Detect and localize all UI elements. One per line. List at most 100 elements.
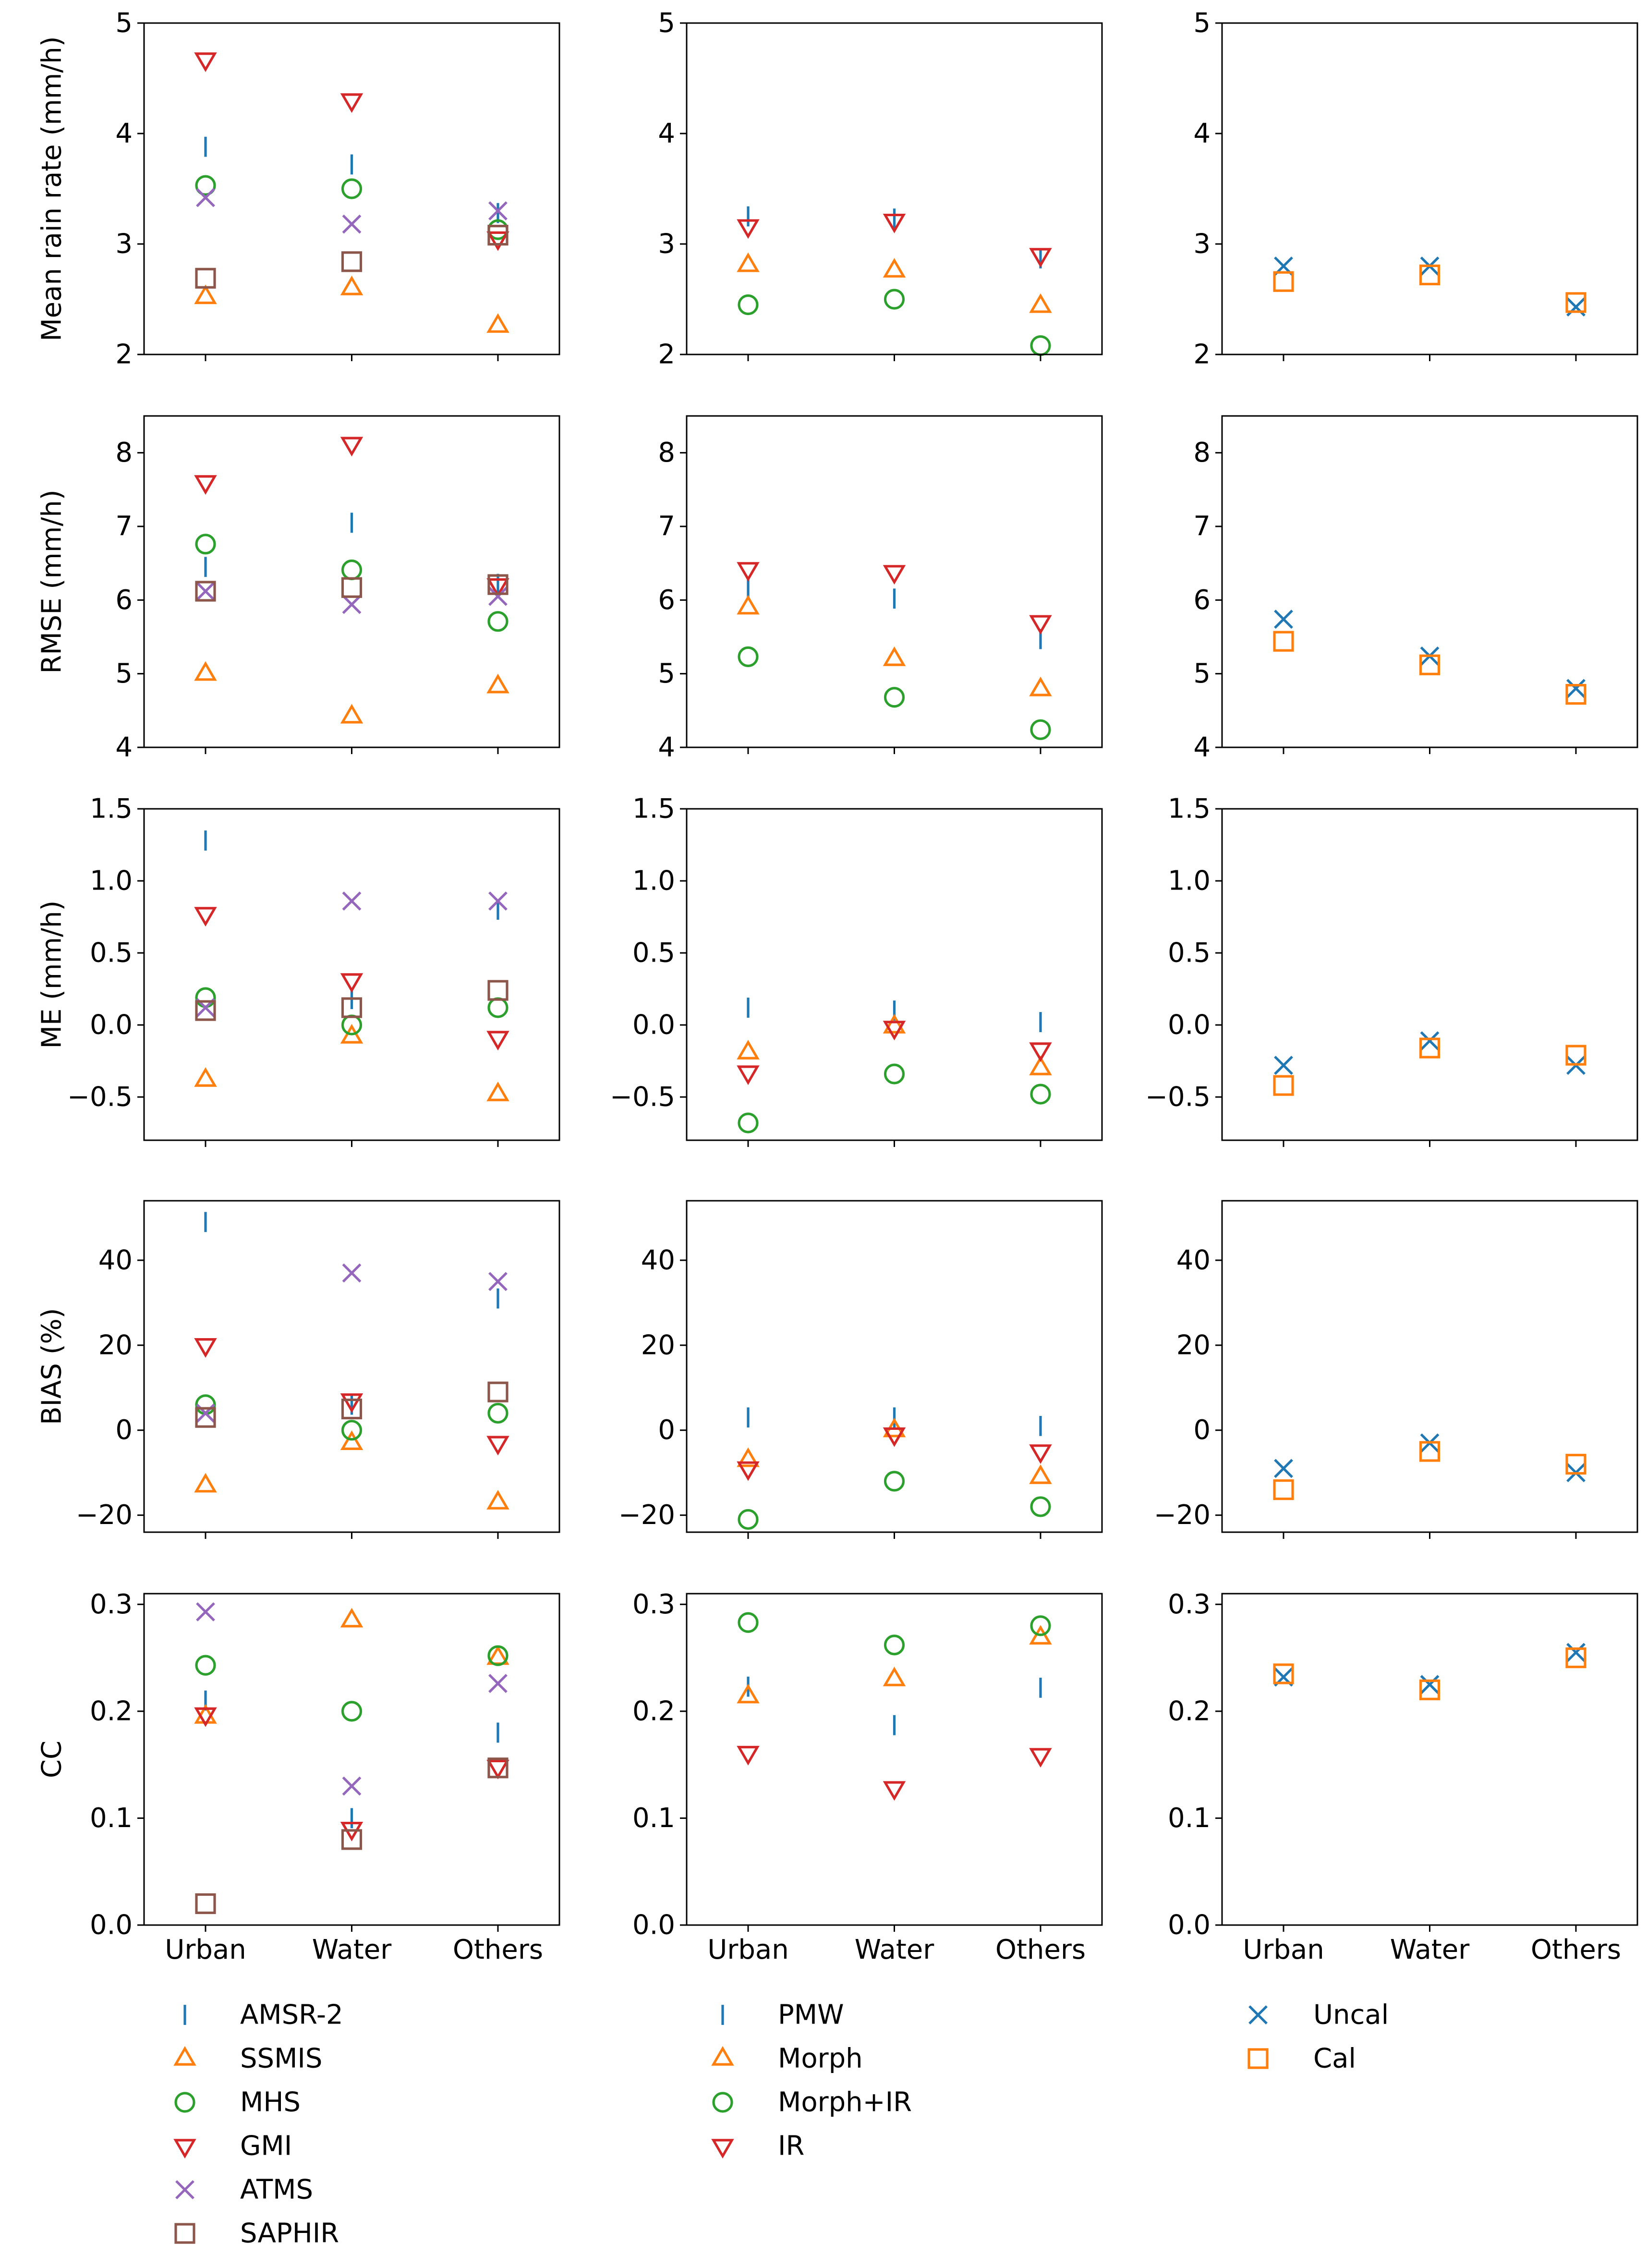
subplot-p32: −20 0 20 40 [1154, 1200, 1638, 1539]
data-point-ir-others [1029, 1444, 1052, 1464]
y-tick-label: 0.3 [1168, 1589, 1211, 1620]
legend-marker-morph [711, 2046, 734, 2066]
y-tick-label: 20 [98, 1329, 133, 1361]
data-point-morph-urban [737, 1039, 760, 1060]
y-tick-label: 20 [1176, 1329, 1211, 1361]
data-point-gmi-others [486, 1436, 509, 1456]
y-tick-label: 7 [1193, 511, 1211, 542]
series-saphir [195, 225, 509, 289]
y-tick-label: 5 [115, 658, 133, 689]
data-point-cal-others [1565, 683, 1586, 705]
data-point-ir-water [883, 565, 906, 585]
series-ir [737, 1427, 1052, 1481]
data-point-gmi-water [340, 1393, 363, 1413]
y-tick-label: 5 [1193, 658, 1211, 689]
y-tick-label: −20 [76, 1500, 133, 1531]
y-tick-label: 0.3 [90, 1589, 133, 1620]
data-point-morph-ir-urban [738, 1509, 759, 1530]
series-pmw [747, 579, 1042, 649]
series-mhs [195, 534, 509, 632]
data-point-morph-ir-urban [738, 1112, 759, 1134]
y-tick-label: 1.5 [1168, 793, 1211, 825]
data-point-mhs-water [341, 1701, 363, 1722]
y-tick-label: 8 [658, 437, 675, 468]
series-gmi [194, 52, 509, 251]
y-tick-label: 6 [658, 585, 675, 616]
series-cal [1273, 1441, 1586, 1500]
subplot-p02: 2 3 4 5 [1193, 8, 1638, 370]
data-point-ssmis-urban [194, 1067, 217, 1087]
data-point-saphir-water [341, 1398, 363, 1420]
series-saphir [195, 1381, 509, 1428]
y-tick-label: 5 [115, 8, 133, 39]
data-point-mhs-urban [195, 534, 216, 555]
data-point-ir-urban [737, 1065, 760, 1085]
data-point-ssmis-urban [194, 284, 217, 305]
series-morph [737, 1013, 1052, 1075]
data-point-ir-others [1029, 1042, 1052, 1062]
y-tick-label: 0.2 [90, 1695, 133, 1727]
legend-marker-uncal [1248, 2005, 1268, 2024]
series-pmw [747, 1407, 1042, 1436]
data-point-atms-water [342, 214, 362, 234]
y-tick-label: 1.0 [90, 866, 133, 897]
subplot-p11: 4 5 6 7 8 [658, 415, 1103, 763]
data-point-atms-others [488, 586, 508, 606]
legend-marker-mhs [174, 2092, 195, 2113]
data-point-saphir-others [487, 980, 509, 1001]
x-tick-label-urban: Urban [1243, 1934, 1324, 1965]
data-point-gmi-others [486, 231, 509, 251]
data-point-ssmis-water [340, 704, 363, 724]
y-tick-label: 1.0 [632, 866, 675, 897]
y-tick-label: 3 [1193, 229, 1211, 260]
y-tick-label: 5 [658, 658, 675, 689]
data-point-morph-ir-urban [738, 294, 759, 316]
series-morph [737, 595, 1052, 696]
y-tick-label: 40 [641, 1244, 675, 1276]
series-morph-ir [738, 1612, 1051, 1656]
y-tick-label: 1.5 [90, 793, 133, 825]
y-tick-label: 1.5 [632, 793, 675, 825]
data-point-atms-urban [196, 188, 215, 207]
data-point-saphir-others [487, 1381, 509, 1402]
data-point-morph-others [1029, 676, 1052, 696]
data-point-atms-others [488, 1674, 508, 1693]
y-tick-label: −0.5 [610, 1082, 675, 1113]
data-point-gmi-water [340, 437, 363, 457]
y-tick-label: 0.0 [1168, 1910, 1211, 1941]
data-point-cal-water [1419, 264, 1441, 286]
axes-frame [1221, 1200, 1638, 1533]
y-tick-label: 0.0 [90, 1910, 133, 1941]
y-tick-label: 6 [1193, 585, 1211, 616]
data-point-mhs-others [487, 997, 509, 1018]
y-tick-label: 0.3 [632, 1589, 675, 1620]
data-point-ssmis-water [340, 1608, 363, 1628]
legend-marker-atms [175, 2180, 194, 2199]
y-tick-label: 8 [1193, 437, 1211, 468]
y-tick-label: 40 [98, 1244, 133, 1276]
series-morph-ir [738, 1471, 1051, 1530]
legend-label-ir: IR [778, 2131, 804, 2162]
series-mhs [195, 175, 509, 240]
data-point-ssmis-others [486, 313, 509, 333]
subplot-p12: 4 5 6 7 8 [1193, 415, 1638, 763]
y-tick-label: 0.1 [90, 1803, 133, 1834]
data-point-saphir-others [487, 225, 509, 246]
data-point-atms-others [488, 201, 508, 220]
y-tick-label: 1.0 [1168, 866, 1211, 897]
y-tick-label: 5 [1193, 8, 1211, 39]
series-morph [737, 1625, 1052, 1704]
x-tick-label-urban: Urban [165, 1934, 246, 1965]
data-point-saphir-urban [195, 1407, 216, 1428]
x-tick-label-water: Water [312, 1934, 392, 1965]
legend-marker-ir [711, 2139, 734, 2159]
data-point-uncal-others [1566, 679, 1586, 698]
series-ssmis [194, 1024, 509, 1101]
y-tick-label: 3 [658, 229, 675, 260]
series-ssmis [194, 275, 509, 333]
data-point-morph-others [1029, 1625, 1052, 1645]
axes-frame [1221, 415, 1638, 748]
series-morph [737, 252, 1052, 313]
data-point-saphir-urban [195, 581, 216, 602]
y-tick-label: 6 [115, 585, 133, 616]
